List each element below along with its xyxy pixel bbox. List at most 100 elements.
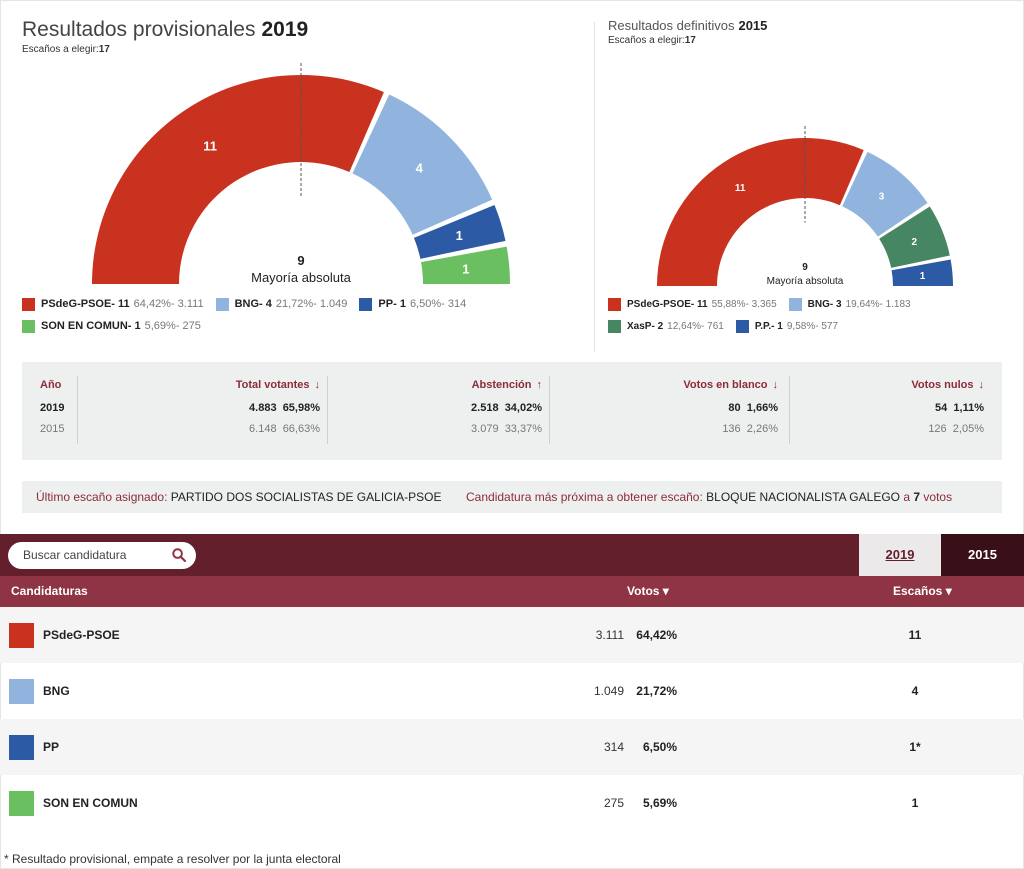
percent: 33,37% (504, 423, 542, 435)
legend-party: PSdeG-PSOE- 11 (627, 298, 708, 310)
legend-stat: 19,64%- 1.183 (845, 298, 911, 310)
seats-value: 17 (684, 35, 696, 46)
turnout-stats-table: Año 2019 2015 Total votantes ↓ 4.883 65,9… (22, 362, 1002, 460)
search-icon[interactable] (172, 548, 186, 562)
party-votes: 1.049 (593, 684, 624, 698)
majority-label: Mayoría absoluta (767, 276, 844, 287)
header-null-text: Votos nulos (911, 379, 974, 391)
seat-segment-0 (92, 74, 384, 284)
table-row: BNG 1.049 21,72% 4 (0, 663, 1024, 719)
sort-caret-icon: ▾ (945, 584, 952, 598)
legend-party: PP- 1 (378, 298, 406, 310)
footnote: * Resultado provisional, empate a resolv… (4, 852, 341, 866)
party-color-swatch (9, 679, 34, 704)
party-seats: 4 (911, 684, 919, 698)
party-percent: 64,42% (636, 628, 677, 642)
definitive-results-panel: Resultados definitivos 2015 Escaños a ele… (608, 18, 1008, 46)
stats-separator (549, 376, 550, 444)
legend-item: PP- 1 6,50%- 314 (359, 293, 466, 315)
party-color-swatch (9, 791, 34, 816)
table-row: PSdeG-PSOE 3.111 64,42% 11 (0, 607, 1024, 663)
header-votos-nulos[interactable]: Votos nulos ↓ (794, 376, 984, 398)
header-escanos-text: Escaños (893, 584, 943, 598)
seat-info-bar: Último escaño asignado: PARTIDO DOS SOCI… (22, 481, 1002, 513)
seat-segment-label: 11 (735, 183, 746, 194)
value: 6.148 (249, 423, 277, 435)
stats-col-blank[interactable]: Votos en blanco ↓ 80 1,66% 136 2,26% (554, 376, 778, 446)
seat-segment-label: 2 (911, 237, 917, 248)
party-seats: 11 (908, 628, 922, 642)
table-row: PP 314 6,50% 1* (0, 719, 1024, 775)
value: 136 (722, 423, 741, 435)
provisional-results-panel: Resultados provisionales 2019 Escaños a e… (22, 18, 582, 55)
seat-segment-0 (657, 138, 864, 286)
legend-party: BNG- 4 (234, 298, 272, 310)
provisional-legend: PSdeG-PSOE- 11 64,42%- 3.111 BNG- 4 21,72%-… (22, 293, 582, 337)
percent: 65,98% (282, 402, 320, 414)
legend-stat: 9,58%- 577 (786, 320, 839, 332)
header-total-text: Total votantes (235, 379, 310, 391)
search-placeholder: Buscar candidatura (23, 548, 127, 562)
definitive-seats-to-elect: Escaños a elegir:17 (608, 35, 1008, 46)
tab-2019[interactable]: 2019 (859, 534, 941, 576)
legend-party: SON EN COMUN- 1 (41, 320, 141, 332)
legend-stat: 64,42%- 3.111 (133, 298, 204, 310)
party-percent: 21,72% (636, 684, 677, 698)
majority-number: 9 (297, 253, 304, 268)
header-abstencion[interactable]: Abstención ↑ (332, 376, 542, 398)
percent: 34,02% (504, 402, 542, 414)
party-seats: 1 (911, 796, 919, 810)
legend-party: PSdeG-PSOE- 11 (41, 298, 130, 310)
definitive-hemicycle-chart: 11 3 2 1 9 Mayoría absoluta (657, 126, 953, 287)
legend-item: PSdeG-PSOE- 11 64,42%- 3.111 (22, 293, 204, 315)
header-abst-text: Abstención (471, 379, 532, 391)
majority-label: Mayoría absoluta (251, 270, 351, 285)
seat-segment-label: 1 (462, 262, 469, 277)
value: 126 (928, 423, 947, 435)
legend-item: XasP- 2 12,64%- 761 (608, 315, 724, 337)
seat-segment-1 (842, 151, 928, 237)
header-votos[interactable]: Votos ▾ (627, 576, 669, 607)
seat-segment-2 (413, 204, 506, 259)
party-seats: 1* (909, 740, 921, 754)
header-total-votantes[interactable]: Total votantes ↓ (82, 376, 320, 398)
tab-2015[interactable]: 2015 (941, 534, 1024, 576)
stats-col-abstencion[interactable]: Abstención ↑ 2.518 34,02% 3.079 33,37% (332, 376, 542, 446)
next-seat-party: BLOQUE NACIONALISTA GALEGO (706, 490, 900, 504)
value: 3.079 (471, 423, 499, 435)
stats-col-year: Año 2019 2015 (40, 376, 90, 446)
arrow-down-icon: ↓ (772, 379, 779, 391)
row-2015-null: 126 2,05% (794, 419, 984, 440)
definitive-title-text: Resultados definitivos (608, 18, 735, 33)
seat-segment-3 (891, 259, 953, 286)
stats-col-null[interactable]: Votos nulos ↓ 54 1,11% 126 2,05% (794, 376, 984, 446)
legend-swatch (22, 297, 35, 311)
arrow-up-icon: ↑ (536, 379, 543, 391)
table-row: SON EN COMUN 275 5,69% 1 (0, 775, 1024, 831)
row-2015-total: 6.148 66,63% (82, 419, 320, 440)
party-color-swatch (9, 623, 34, 648)
percent: 2,26% (746, 423, 778, 435)
last-seat-info: Último escaño asignado: PARTIDO DOS SOCI… (36, 481, 442, 513)
row-2019-null: 54 1,11% (794, 398, 984, 419)
panel-divider (594, 22, 595, 352)
search-input[interactable]: Buscar candidatura (8, 542, 196, 569)
value: 80 (728, 402, 741, 414)
header-escanos[interactable]: Escaños ▾ (893, 576, 952, 607)
legend-stat: 6,50%- 314 (409, 298, 467, 310)
row-2019-year: 2019 (40, 402, 65, 414)
provisional-title-text: Resultados provisionales (22, 18, 256, 41)
majority-number: 9 (802, 262, 808, 273)
value: 4.883 (249, 402, 277, 414)
stats-separator (77, 376, 78, 444)
stats-col-total[interactable]: Total votantes ↓ 4.883 65,98% 6.148 66,63… (82, 376, 320, 446)
legend-party: XasP- 2 (627, 320, 664, 332)
party-name: SON EN COMUN (43, 796, 138, 810)
row-2019-blank: 80 1,66% (554, 398, 778, 419)
percent: 1,11% (953, 402, 984, 414)
definitive-legend: PSdeG-PSOE- 11 55,88%- 3.365 BNG- 3 19,64%-… (608, 293, 1003, 337)
header-votos-en-blanco[interactable]: Votos en blanco ↓ (554, 376, 778, 398)
seat-segment-label: 4 (416, 161, 424, 176)
seat-segment-label: 11 (203, 138, 217, 153)
legend-swatch (735, 319, 749, 333)
